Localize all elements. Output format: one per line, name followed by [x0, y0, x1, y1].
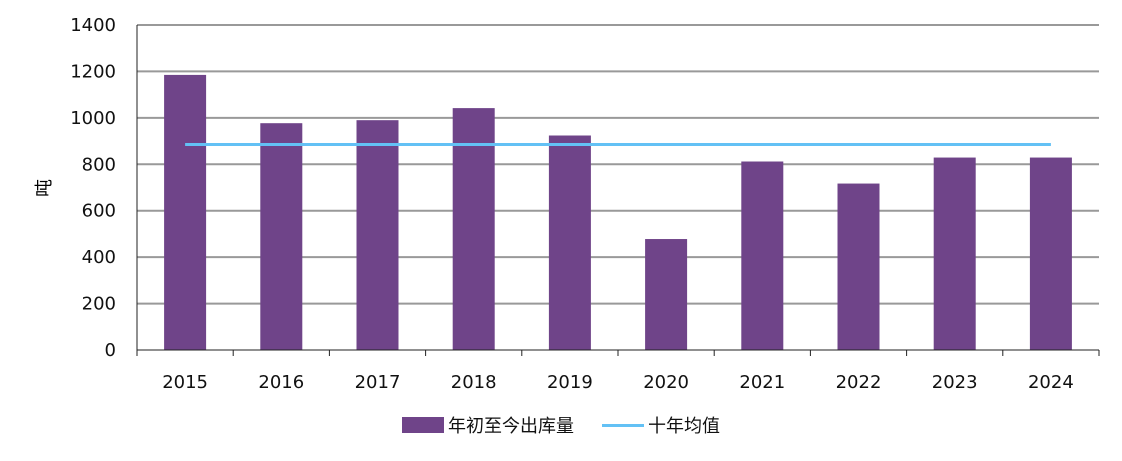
bar	[645, 239, 688, 350]
x-tick-label: 2023	[932, 372, 978, 393]
bar	[933, 157, 976, 350]
y-tick-label: 0	[105, 340, 116, 361]
legend-swatch-bar	[402, 417, 444, 433]
x-tick-label: 2019	[547, 372, 593, 393]
bar	[548, 135, 591, 350]
legend-item-bar: 年初至今出库量	[402, 412, 574, 438]
y-tick-label: 1200	[70, 61, 116, 82]
bar	[356, 120, 399, 350]
legend: 年初至今出库量 十年均值	[0, 412, 1122, 438]
x-tick-label: 2024	[1028, 372, 1074, 393]
x-tick-label: 2018	[451, 372, 497, 393]
y-tick-label: 200	[82, 294, 116, 315]
x-tick-label: 2016	[258, 372, 304, 393]
y-tick-label: 1000	[70, 108, 116, 129]
legend-label-bar: 年初至今出库量	[448, 416, 574, 437]
y-tick-label: 800	[82, 154, 116, 175]
legend-label-line: 十年均值	[648, 416, 720, 437]
legend-item-line: 十年均值	[602, 412, 720, 438]
x-tick-label: 2017	[355, 372, 401, 393]
y-tick-label: 1400	[70, 15, 116, 36]
y-tick-label: 400	[82, 247, 116, 268]
bar	[741, 161, 784, 350]
bar	[1029, 157, 1072, 350]
bar	[164, 74, 207, 351]
bar	[452, 108, 495, 350]
x-tick-label: 2020	[643, 372, 689, 393]
y-tick-label: 600	[82, 201, 116, 222]
bar	[260, 123, 303, 350]
legend-swatch-line	[602, 423, 644, 427]
bar	[837, 183, 880, 350]
x-tick-label: 2021	[739, 372, 785, 393]
x-tick-label: 2015	[162, 372, 208, 393]
y-axis-label: 吨	[34, 179, 55, 197]
x-tick-label: 2022	[836, 372, 882, 393]
